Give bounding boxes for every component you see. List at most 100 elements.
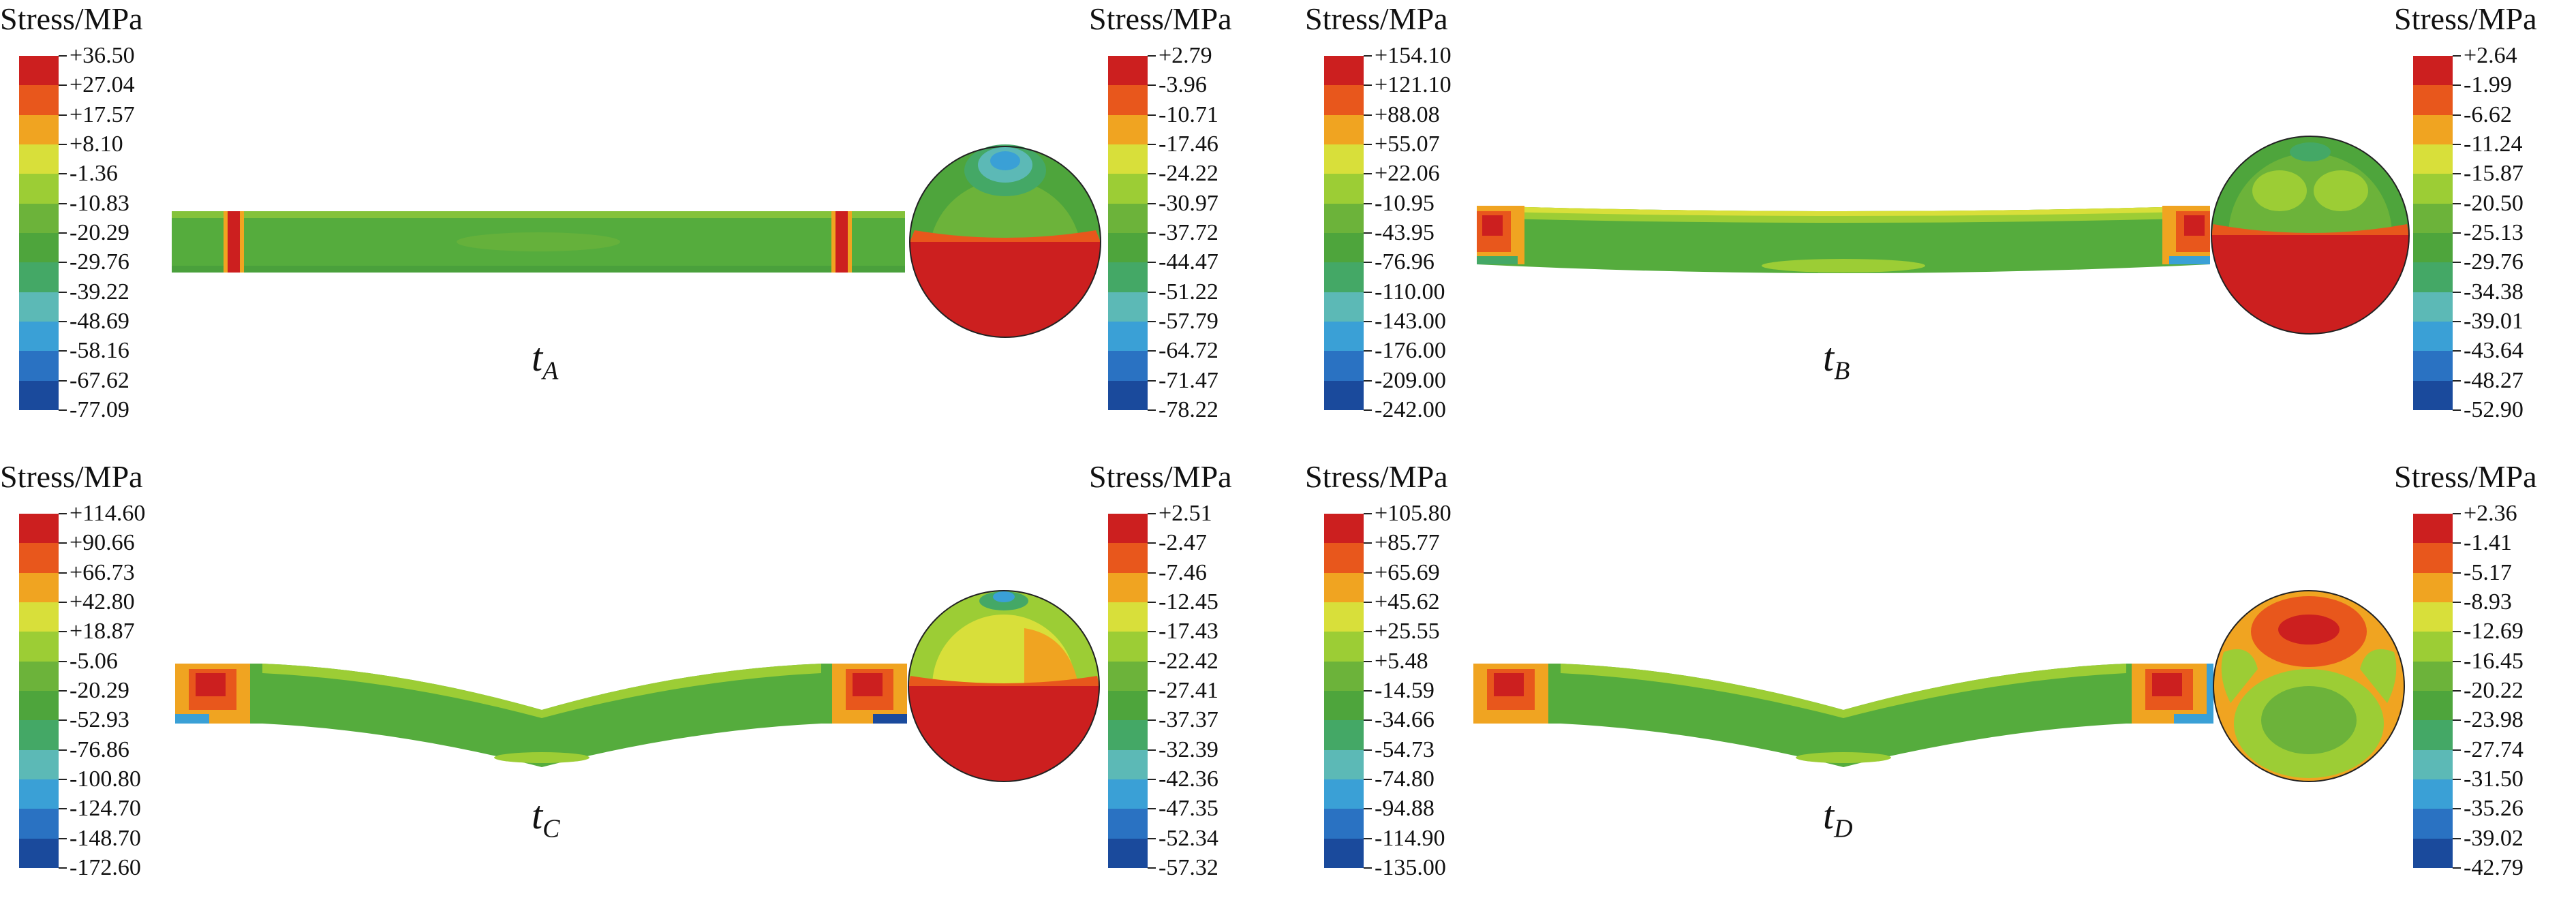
legend-value: +154.10 <box>1375 43 1452 68</box>
colorbar-tick <box>1148 321 1156 322</box>
colorbar-segment <box>1108 514 1148 544</box>
colorbar-tick <box>1148 202 1156 204</box>
legend-value: -124.70 <box>70 796 141 821</box>
colorbar <box>2413 56 2453 411</box>
beam-contour <box>172 211 905 273</box>
colorbar-segment <box>1324 514 1364 544</box>
legend-value: -57.79 <box>1159 309 1218 334</box>
legend-value: -78.22 <box>1159 397 1218 422</box>
legend-value: -16.45 <box>2464 649 2524 674</box>
colorbar-segment <box>1324 233 1364 263</box>
legend-value: -5.06 <box>70 649 118 674</box>
legend-value: -100.80 <box>70 766 141 792</box>
legend-value: -52.34 <box>1159 826 1218 851</box>
colorbar-segment <box>19 691 59 721</box>
colorbar-tick <box>59 291 67 293</box>
legend-value: -58.16 <box>70 338 129 363</box>
beam-legend: Stress/MPa +105.80 +85.77 +65.69 +45.62 … <box>1305 458 1509 880</box>
legend-value: -34.66 <box>1375 707 1435 732</box>
colorbar-tick <box>1148 719 1156 721</box>
colorbar-tick <box>1364 602 1372 603</box>
colorbar-tick <box>2453 572 2461 574</box>
time-label: tC <box>532 795 559 850</box>
cross-section-contour <box>2211 136 2410 335</box>
time-label-letter: t <box>532 335 543 379</box>
legend-value: -8.93 <box>2464 589 2512 615</box>
legend-value: +85.77 <box>1375 530 1440 555</box>
legend-value: -10.95 <box>1375 191 1435 216</box>
colorbar-segment <box>1108 292 1148 322</box>
colorbar-tick <box>1148 262 1156 264</box>
colorbar-segment <box>19 114 59 145</box>
legend-title: Stress/MPa <box>1305 459 1448 494</box>
colorbar-tick <box>59 808 67 810</box>
legend-value: -31.50 <box>2464 766 2524 792</box>
colorbar-tick <box>1364 808 1372 810</box>
legend-value: -76.96 <box>1375 249 1435 275</box>
colorbar-segment <box>1324 174 1364 204</box>
colorbar-tick <box>59 690 67 692</box>
colorbar-tick <box>1364 513 1372 514</box>
beam-legend: Stress/MPa +36.50 +27.04 +17.57 +8.10 -1… <box>0 0 204 422</box>
colorbar-segment <box>1324 749 1364 780</box>
colorbar-tick <box>2453 749 2461 751</box>
legend-value: -25.13 <box>2464 220 2524 245</box>
colorbar-tick <box>1364 144 1372 145</box>
legend-value: +42.80 <box>70 589 135 615</box>
colorbar-segment <box>1324 56 1364 86</box>
colorbar-tick <box>2453 55 2461 57</box>
colorbar-segment <box>1324 203 1364 234</box>
legend-value: -52.93 <box>70 707 129 732</box>
legend-value: -57.32 <box>1159 855 1218 880</box>
colorbar-segment <box>2413 174 2453 204</box>
colorbar-segment <box>2413 572 2453 603</box>
colorbar-tick <box>2453 232 2461 234</box>
colorbar-tick <box>1148 837 1156 839</box>
colorbar-segment <box>19 233 59 263</box>
colorbar <box>19 514 59 869</box>
colorbar-tick <box>2453 114 2461 116</box>
legend-value: -71.47 <box>1159 368 1218 393</box>
colorbar-tick <box>1148 114 1156 116</box>
colorbar-segment <box>1108 380 1148 411</box>
legend-value: -42.79 <box>2464 855 2524 880</box>
colorbar-tick <box>1364 350 1372 352</box>
colorbar-tick <box>1364 867 1372 869</box>
colorbar-segment <box>19 203 59 234</box>
colorbar-tick <box>59 631 67 633</box>
colorbar-segment <box>2413 262 2453 293</box>
legend-value: -1.41 <box>2464 530 2512 555</box>
colorbar-segment <box>2413 203 2453 234</box>
legend-value: -5.17 <box>2464 560 2512 585</box>
legend-value: -29.76 <box>2464 249 2524 275</box>
time-label: tD <box>1823 795 1853 850</box>
legend-value: -24.22 <box>1159 161 1218 186</box>
colorbar-segment <box>1108 691 1148 721</box>
colorbar-segment <box>19 292 59 322</box>
colorbar-segment <box>19 720 59 751</box>
legend-value: -29.76 <box>70 249 129 275</box>
colorbar-segment <box>2413 720 2453 751</box>
colorbar-tick <box>1364 55 1372 57</box>
colorbar-segment <box>1324 632 1364 662</box>
beam-legend: Stress/MPa +114.60 +90.66 +66.73 +42.80 … <box>0 458 204 880</box>
colorbar-tick <box>1364 202 1372 204</box>
colorbar-segment <box>1108 144 1148 174</box>
colorbar-tick <box>59 114 67 116</box>
section-legend: Stress/MPa +2.36 -1.41 -5.17 -8.93 -12.6… <box>2394 458 2576 880</box>
colorbar-tick <box>59 350 67 352</box>
legend-value: -27.41 <box>1159 678 1218 703</box>
colorbar-segment <box>1108 322 1148 352</box>
colorbar-segment <box>1324 292 1364 322</box>
legend-value: -176.00 <box>1375 338 1446 363</box>
legend-value: -172.60 <box>70 855 141 880</box>
legend-value: -7.46 <box>1159 560 1207 585</box>
colorbar-segment <box>1324 720 1364 751</box>
colorbar <box>19 56 59 411</box>
colorbar-segment <box>1324 262 1364 293</box>
legend-title: Stress/MPa <box>1089 1 1232 36</box>
colorbar <box>2413 514 2453 869</box>
legend-value: -37.72 <box>1159 220 1218 245</box>
legend-title: Stress/MPa <box>1305 1 1448 36</box>
time-label-subscript: B <box>1834 356 1850 386</box>
